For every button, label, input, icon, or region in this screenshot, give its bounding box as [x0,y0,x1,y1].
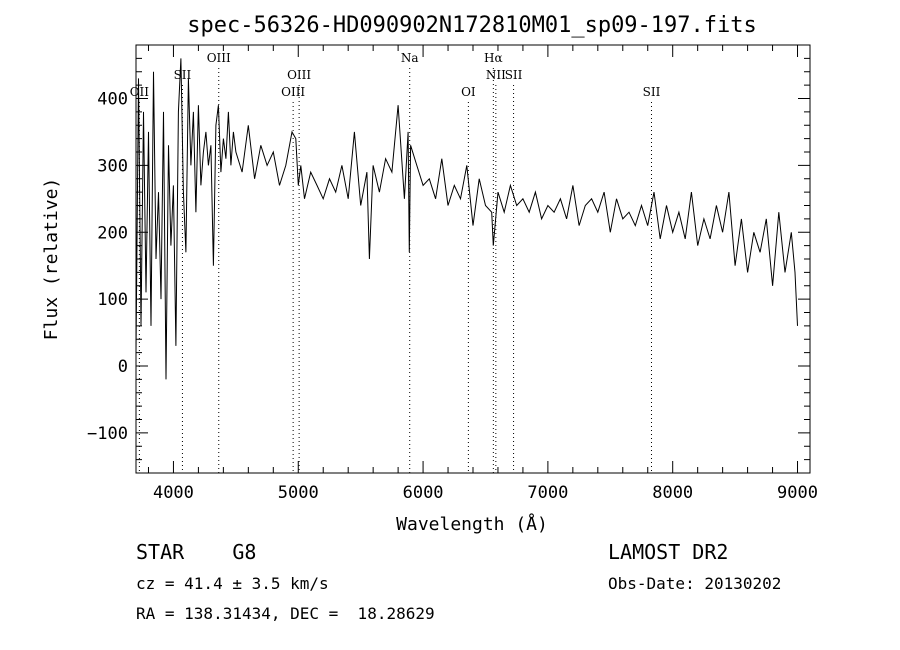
coordinates: RA = 138.31434, DEC = 18.28629 [136,604,435,623]
chart-title: spec-56326-HD090902N172810M01_sp09-197.f… [187,13,757,38]
x-axis: 4000 5000 6000 7000 8000 9000 [147,45,818,503]
y-tick-label: 100 [97,290,128,310]
y-axis-label: Flux (relative) [41,178,62,341]
x-tick-label: 5000 [278,483,319,503]
line-marker-label: SII [505,68,523,82]
redshift-velocity: cz = 41.4 ± 3.5 km/s [136,574,329,593]
line-marker-label: Hα [484,51,503,65]
x-tick-label: 4000 [153,483,194,503]
y-tick-label: 400 [97,90,128,110]
observation-date: Obs-Date: 20130202 [608,574,782,593]
x-tick-label: 7000 [527,483,568,503]
y-tick-label: 200 [97,223,128,243]
plot-frame [135,44,811,474]
spectrum-line [135,58,798,380]
survey-name: LAMOST DR2 [608,540,729,564]
x-tick-label: 6000 [403,483,444,503]
line-marker-label: OIII [281,85,305,99]
object-class: STAR G8 [136,540,257,564]
x-axis-label: Wavelength (Å) [396,513,548,535]
line-marker-label: OIII [287,68,311,82]
line-marker-label: SII [643,85,661,99]
line-marker-label: OIII [207,51,231,65]
y-axis: −100 0 100 200 300 400 [87,44,810,474]
x-tick-label: 9000 [777,483,818,503]
line-marker-label: OII [130,85,150,99]
y-tick-label: 300 [97,156,128,176]
y-tick-label: −100 [87,424,128,444]
x-tick-label: 8000 [652,483,693,503]
line-marker-label: NII [486,68,506,82]
y-tick-label: 0 [118,357,128,377]
line-marker-label: Na [401,51,419,65]
line-marker-label: OI [461,85,476,99]
line-marker-label: SII [174,68,192,82]
